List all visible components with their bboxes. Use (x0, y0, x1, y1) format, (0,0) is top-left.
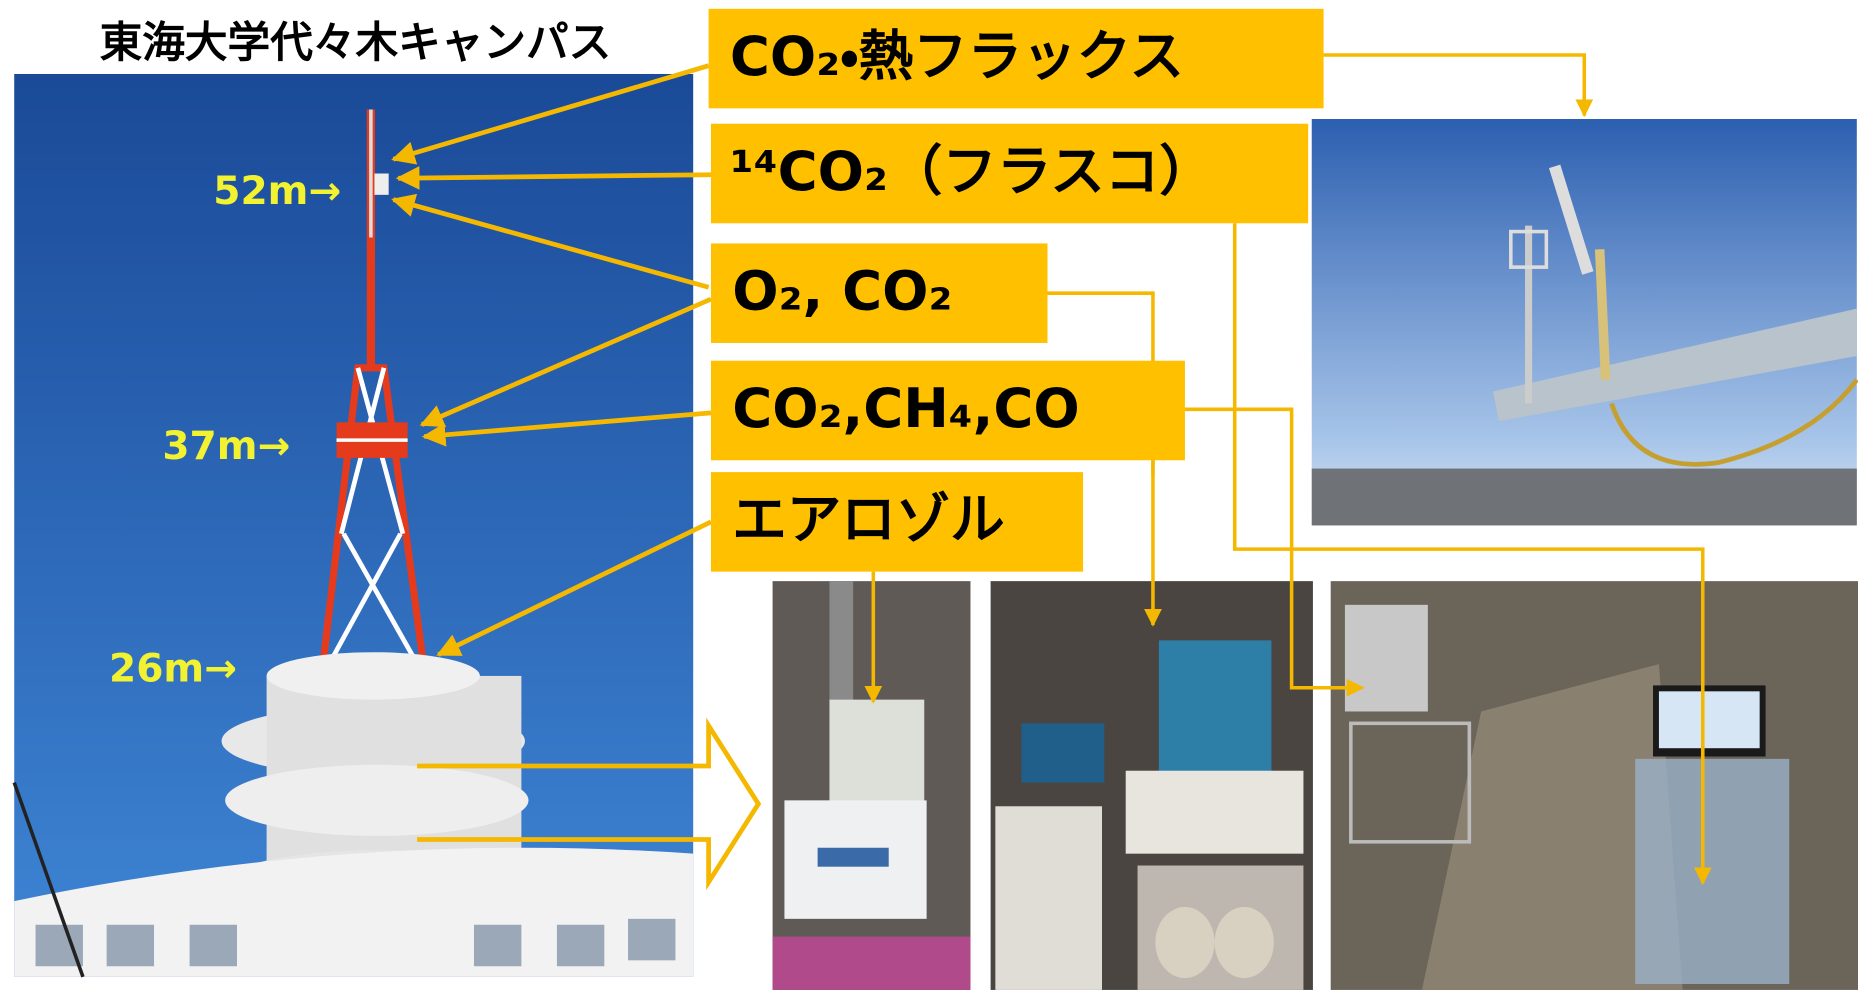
connectors (864, 53, 1712, 886)
analyzer-photo (990, 581, 1313, 990)
label-box (708, 8, 1324, 109)
label-text: O₂, CO₂ (732, 259, 952, 323)
hollow-arrow (417, 717, 762, 891)
title: 東海大学代々木キャンパス (100, 18, 612, 68)
tower-photo (12, 73, 694, 978)
height-label: 52m→ (213, 169, 341, 214)
label-text: CO₂・熱フラックス (730, 24, 1184, 88)
label-box (710, 123, 1309, 224)
rack-photo (1330, 581, 1858, 990)
label-text: エアロゾル (732, 487, 1005, 551)
label-box (710, 360, 1185, 461)
pointer-arrows (391, 63, 713, 657)
height-label: 37m→ (162, 424, 290, 469)
height-label: 26m→ (109, 647, 237, 692)
sensor-photo (1311, 119, 1858, 526)
label-text: CO₂,CH₄,CO (732, 376, 1079, 440)
label-box (710, 243, 1048, 343)
label-box (710, 472, 1084, 572)
label-text: ¹⁴CO₂（フラスコ） (730, 139, 1214, 203)
